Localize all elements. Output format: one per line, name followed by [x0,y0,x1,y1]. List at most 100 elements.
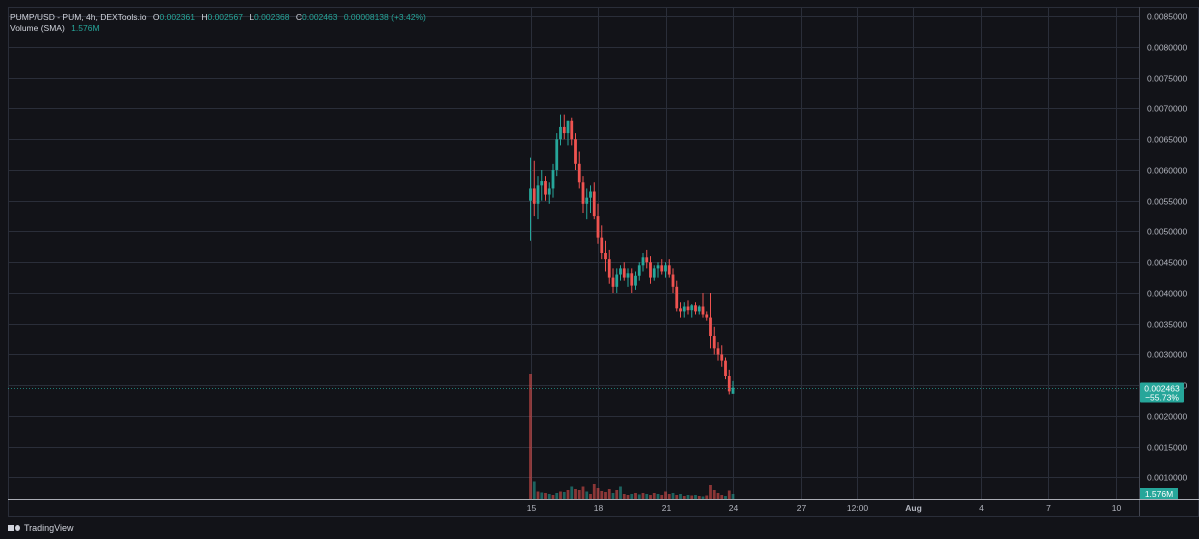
volume-bar [615,490,619,499]
candle [630,268,634,293]
candle [712,326,716,355]
volume-bar [529,374,532,499]
volume-bar [641,493,645,499]
candle-body [547,188,551,195]
candle [626,268,630,287]
candle [682,302,686,318]
candle-body [619,268,622,275]
candle [581,176,585,214]
candle-body [615,274,619,287]
candle [637,262,641,281]
candle [592,182,596,220]
volume-bar [724,496,727,499]
volume-bar [607,489,611,499]
x-tick-label: 27 [797,503,807,513]
candle [731,380,735,394]
candle-body [551,169,555,189]
candle [547,182,551,204]
candle [559,114,562,146]
volume-bar [679,494,682,499]
last-price-change: −55.73% [1145,393,1179,403]
candle-body [592,191,596,217]
candle-body [660,265,664,272]
candle-body [667,265,671,275]
symbol-title[interactable]: PUMP/USD - PUM, 4h, DEXTools.io [10,12,147,22]
volume-bar [667,494,671,499]
candle [690,304,694,318]
y-tick-label: 0.0020000 [1147,412,1187,422]
candle-body [656,265,660,269]
volume-bar [559,491,562,499]
volume-bar [701,496,705,499]
candle-body [574,139,577,164]
low-value: 0.002368 [254,12,290,22]
candle-body [570,120,574,140]
candle [615,268,619,293]
candle-body [540,181,544,186]
candle-body [559,126,562,140]
candle-body [720,354,724,361]
close-value: 0.002463 [302,12,338,22]
candle [679,302,682,318]
volume-badge-label: 1.576M [1145,489,1173,499]
volume-value: 1.576M [71,23,100,33]
candle-body [641,257,645,266]
volume-bar [690,495,694,499]
candle [529,157,532,241]
y-tick-label: 0.0060000 [1147,166,1187,176]
volume-bar [716,493,720,499]
volume-bar [634,493,637,499]
candle [660,259,664,275]
volume-bar [551,495,555,499]
candle-body [626,273,630,278]
x-tick-label: 18 [594,503,604,513]
volume-bar [604,492,607,499]
candle [649,256,652,284]
symbol-legend: PUMP/USD - PUM, 4h, DEXTools.io O 0.00236… [10,11,426,23]
candles [529,114,735,395]
volume-bar [645,494,649,499]
close-label: C [295,12,303,22]
candle [532,160,536,217]
candle-body [532,188,536,204]
volume-badge [1140,488,1178,499]
candle-body [724,360,727,376]
candle [555,133,559,177]
candle [671,268,675,293]
candle [604,240,607,272]
volume-bar [544,493,547,499]
candle [697,305,701,315]
candle-body [600,237,604,253]
candle-body [596,216,600,238]
candle [566,120,570,146]
candle [634,271,637,290]
open-label: O [152,12,160,22]
candle-body [585,197,589,204]
candle-body [611,277,615,287]
y-tick-label: 0.0010000 [1147,473,1187,483]
candle [562,114,566,140]
candle [589,185,592,214]
y-tick-label: 0.0015000 [1147,443,1187,453]
x-tick-label: 4 [979,503,984,513]
volume-label[interactable]: Volume (SMA) [10,23,65,33]
volume-bar [712,490,716,499]
candle-body [562,126,566,134]
candle-body [679,308,682,312]
candle-body [697,306,701,312]
candle [667,259,671,278]
candle-body [649,262,652,278]
volume-bar [622,494,626,499]
y-tick-label: 0.0070000 [1147,104,1187,114]
volume-bar [592,484,596,499]
candle-body [622,268,626,278]
volume-bar [596,488,600,499]
candle [664,262,667,278]
y-tick-label: 0.0075000 [1147,74,1187,84]
volume-bar [577,490,581,499]
candle-body [529,188,532,201]
tradingview-logo[interactable]: TradingView [8,523,74,533]
change-value: 0.00008138 (+3.42%) [343,12,426,22]
candle-body [607,259,611,278]
